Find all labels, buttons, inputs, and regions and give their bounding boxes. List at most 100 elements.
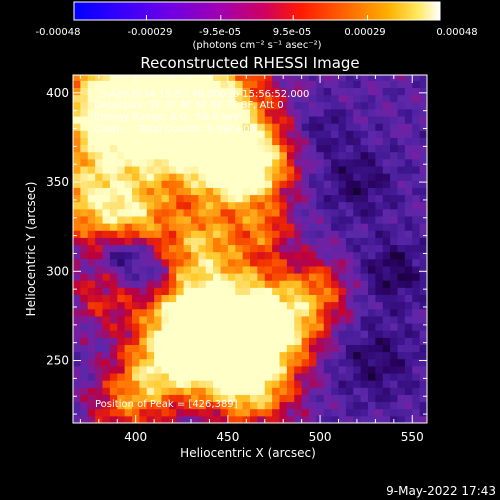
heatmap-cell (286, 408, 295, 417)
heatmap-cell (183, 401, 192, 410)
heatmap-cell (191, 280, 199, 288)
heatmap-cell (316, 230, 325, 238)
heatmap-cell (73, 123, 81, 131)
heatmap-cell (404, 251, 413, 260)
heatmap-cell (338, 230, 347, 238)
heatmap-cell (360, 337, 369, 345)
heatmap-cell (390, 373, 398, 381)
heatmap-cell (242, 301, 251, 310)
heatmap-cell (397, 173, 406, 181)
heatmap-cell (146, 308, 155, 317)
heatmap-cell (404, 166, 413, 174)
heatmap-cell (168, 323, 177, 331)
heatmap-cell (242, 144, 251, 153)
heatmap-cell (353, 187, 362, 196)
heatmap-cell (242, 394, 251, 403)
heatmap-cell (375, 80, 384, 88)
heatmap-cell (279, 323, 288, 331)
heatmap-cell (242, 273, 251, 281)
heatmap-cell (242, 373, 251, 381)
heatmap-cell (95, 215, 103, 224)
heatmap-cell (345, 251, 354, 260)
heatmap-cell (227, 273, 236, 281)
heatmap-cell (168, 258, 177, 267)
heatmap-cell (382, 401, 391, 410)
heatmap-cell (132, 130, 140, 138)
heatmap-cell (139, 237, 148, 246)
heatmap-cell (286, 301, 295, 310)
heatmap-cell (87, 287, 96, 296)
heatmap-cell (191, 80, 199, 88)
heatmap-cell (323, 230, 332, 238)
heatmap-cell (183, 351, 192, 360)
heatmap-cell (146, 158, 155, 167)
heatmap-cell (412, 116, 421, 124)
heatmap-cell (397, 380, 406, 388)
heatmap-cell (375, 287, 384, 296)
heatmap-cell (264, 166, 273, 174)
heatmap-cell (205, 337, 214, 345)
heatmap-cell (345, 130, 354, 138)
heatmap-cell (220, 230, 229, 238)
heatmap-cell (73, 287, 81, 296)
heatmap-cell (301, 394, 310, 403)
heatmap-cell (279, 187, 288, 196)
heatmap-cell (176, 280, 185, 288)
heatmap-cell (117, 237, 126, 246)
heatmap-cell (316, 258, 325, 267)
heatmap-cell (227, 344, 236, 353)
heatmap-cell (309, 265, 317, 274)
heatmap-cell (250, 158, 258, 167)
heatmap-cell (102, 180, 111, 188)
heatmap-cell (176, 358, 185, 367)
heatmap-cell (419, 173, 427, 181)
heatmap-cell (353, 180, 362, 188)
heatmap-cell (95, 373, 103, 381)
heatmap-cell (242, 123, 251, 131)
heatmap-cell (250, 294, 258, 303)
heatmap-cell (80, 408, 89, 417)
heatmap-cell (95, 408, 103, 417)
heatmap-cell (272, 323, 280, 331)
heatmap-cell (139, 294, 148, 303)
heatmap-cell (250, 401, 258, 410)
heatmap-cell (412, 80, 421, 88)
heatmap-cell (382, 244, 391, 253)
heatmap-cell (139, 315, 148, 324)
heatmap-cell (95, 301, 103, 310)
heatmap-cell (183, 237, 192, 246)
heatmap-cell (404, 180, 413, 188)
heatmap-cell (235, 408, 244, 417)
heatmap-cell (390, 94, 398, 103)
heatmap-cell (368, 380, 376, 388)
heatmap-cell (264, 351, 273, 360)
heatmap-cell (168, 215, 177, 224)
heatmap-cell (227, 123, 236, 131)
heatmap-cell (213, 101, 221, 110)
heatmap-cell (139, 75, 148, 81)
heatmap-cell (132, 315, 140, 324)
heatmap-cell (213, 301, 221, 310)
heatmap-cell (205, 166, 214, 174)
heatmap-cell (213, 230, 221, 238)
heatmap-cell (176, 130, 185, 138)
heatmap-cell (80, 358, 89, 367)
heatmap-cell (353, 244, 362, 253)
heatmap-cell (87, 373, 96, 381)
heatmap-cell (338, 351, 347, 360)
heatmap-cell (95, 280, 103, 288)
heatmap-cell (124, 337, 133, 345)
heatmap-cell (301, 401, 310, 410)
heatmap-cell (176, 87, 185, 96)
heatmap-cell (205, 387, 214, 395)
heatmap-cell (338, 330, 347, 338)
heatmap-plot-area (73, 75, 427, 423)
heatmap-cell (73, 380, 81, 388)
heatmap-cell (205, 144, 214, 153)
heatmap-cell (117, 87, 126, 96)
timestamp: 9-May-2022 17:43 (386, 484, 496, 498)
heatmap-cell (242, 158, 251, 167)
heatmap-cell (227, 208, 236, 217)
heatmap-cell (316, 265, 325, 274)
heatmap-cell (309, 251, 317, 260)
